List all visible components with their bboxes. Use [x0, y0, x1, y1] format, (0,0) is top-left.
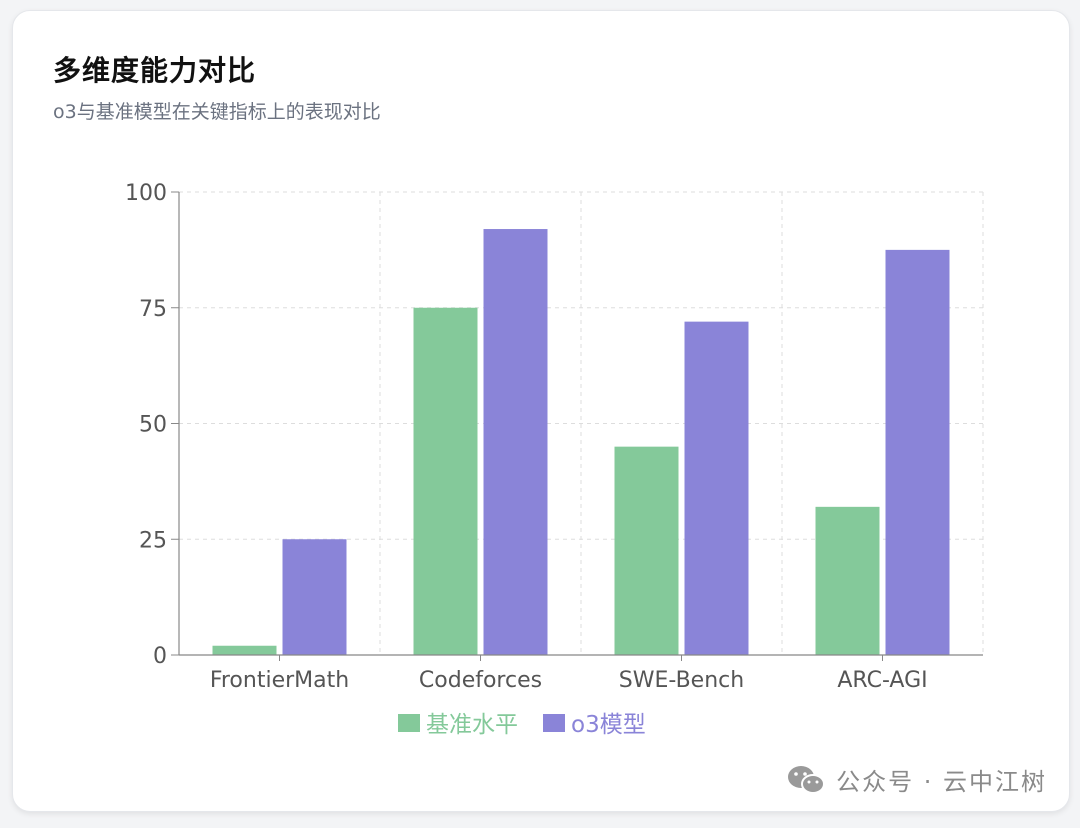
y-tick-label: 0 — [153, 644, 167, 669]
legend-label: o3模型 — [571, 712, 646, 738]
x-tick-label: Codeforces — [419, 668, 542, 693]
y-tick-label: 50 — [139, 413, 167, 438]
y-tick-label: 75 — [139, 297, 167, 322]
legend-swatch — [398, 714, 420, 732]
x-tick-label: SWE-Bench — [619, 668, 744, 693]
bar-baseline — [413, 307, 478, 655]
legend-swatch — [543, 714, 565, 732]
x-tick-label: ARC-AGI — [837, 668, 927, 693]
bar-o3 — [885, 249, 950, 655]
y-tick-label: 100 — [125, 181, 167, 206]
wechat-icon — [788, 765, 826, 794]
legend-label: 基准水平 — [426, 712, 518, 738]
chart-card: 多维度能力对比 o3与基准模型在关键指标上的表现对比 0 25 50 75 100 Fro… — [12, 10, 1070, 812]
watermark-text: 公众号 · 云中江树 — [836, 768, 1047, 796]
watermark: 公众号 · 云中江树 — [786, 762, 1047, 797]
bar-chart: 0 25 50 75 100 FrontierMath Codeforces SWE-Benc… — [125, 181, 984, 738]
bar-o3 — [684, 321, 749, 655]
bar-baseline — [212, 645, 277, 655]
card-title: 多维度能力对比 — [53, 54, 257, 87]
bar-o3 — [483, 229, 548, 656]
bar-baseline — [815, 506, 880, 655]
x-tick-label: FrontierMath — [210, 668, 349, 693]
bar-baseline — [614, 446, 679, 655]
bar-o3 — [282, 539, 347, 655]
y-tick-label: 25 — [139, 528, 167, 553]
card-subtitle: o3与基准模型在关键指标上的表现对比 — [53, 101, 381, 123]
